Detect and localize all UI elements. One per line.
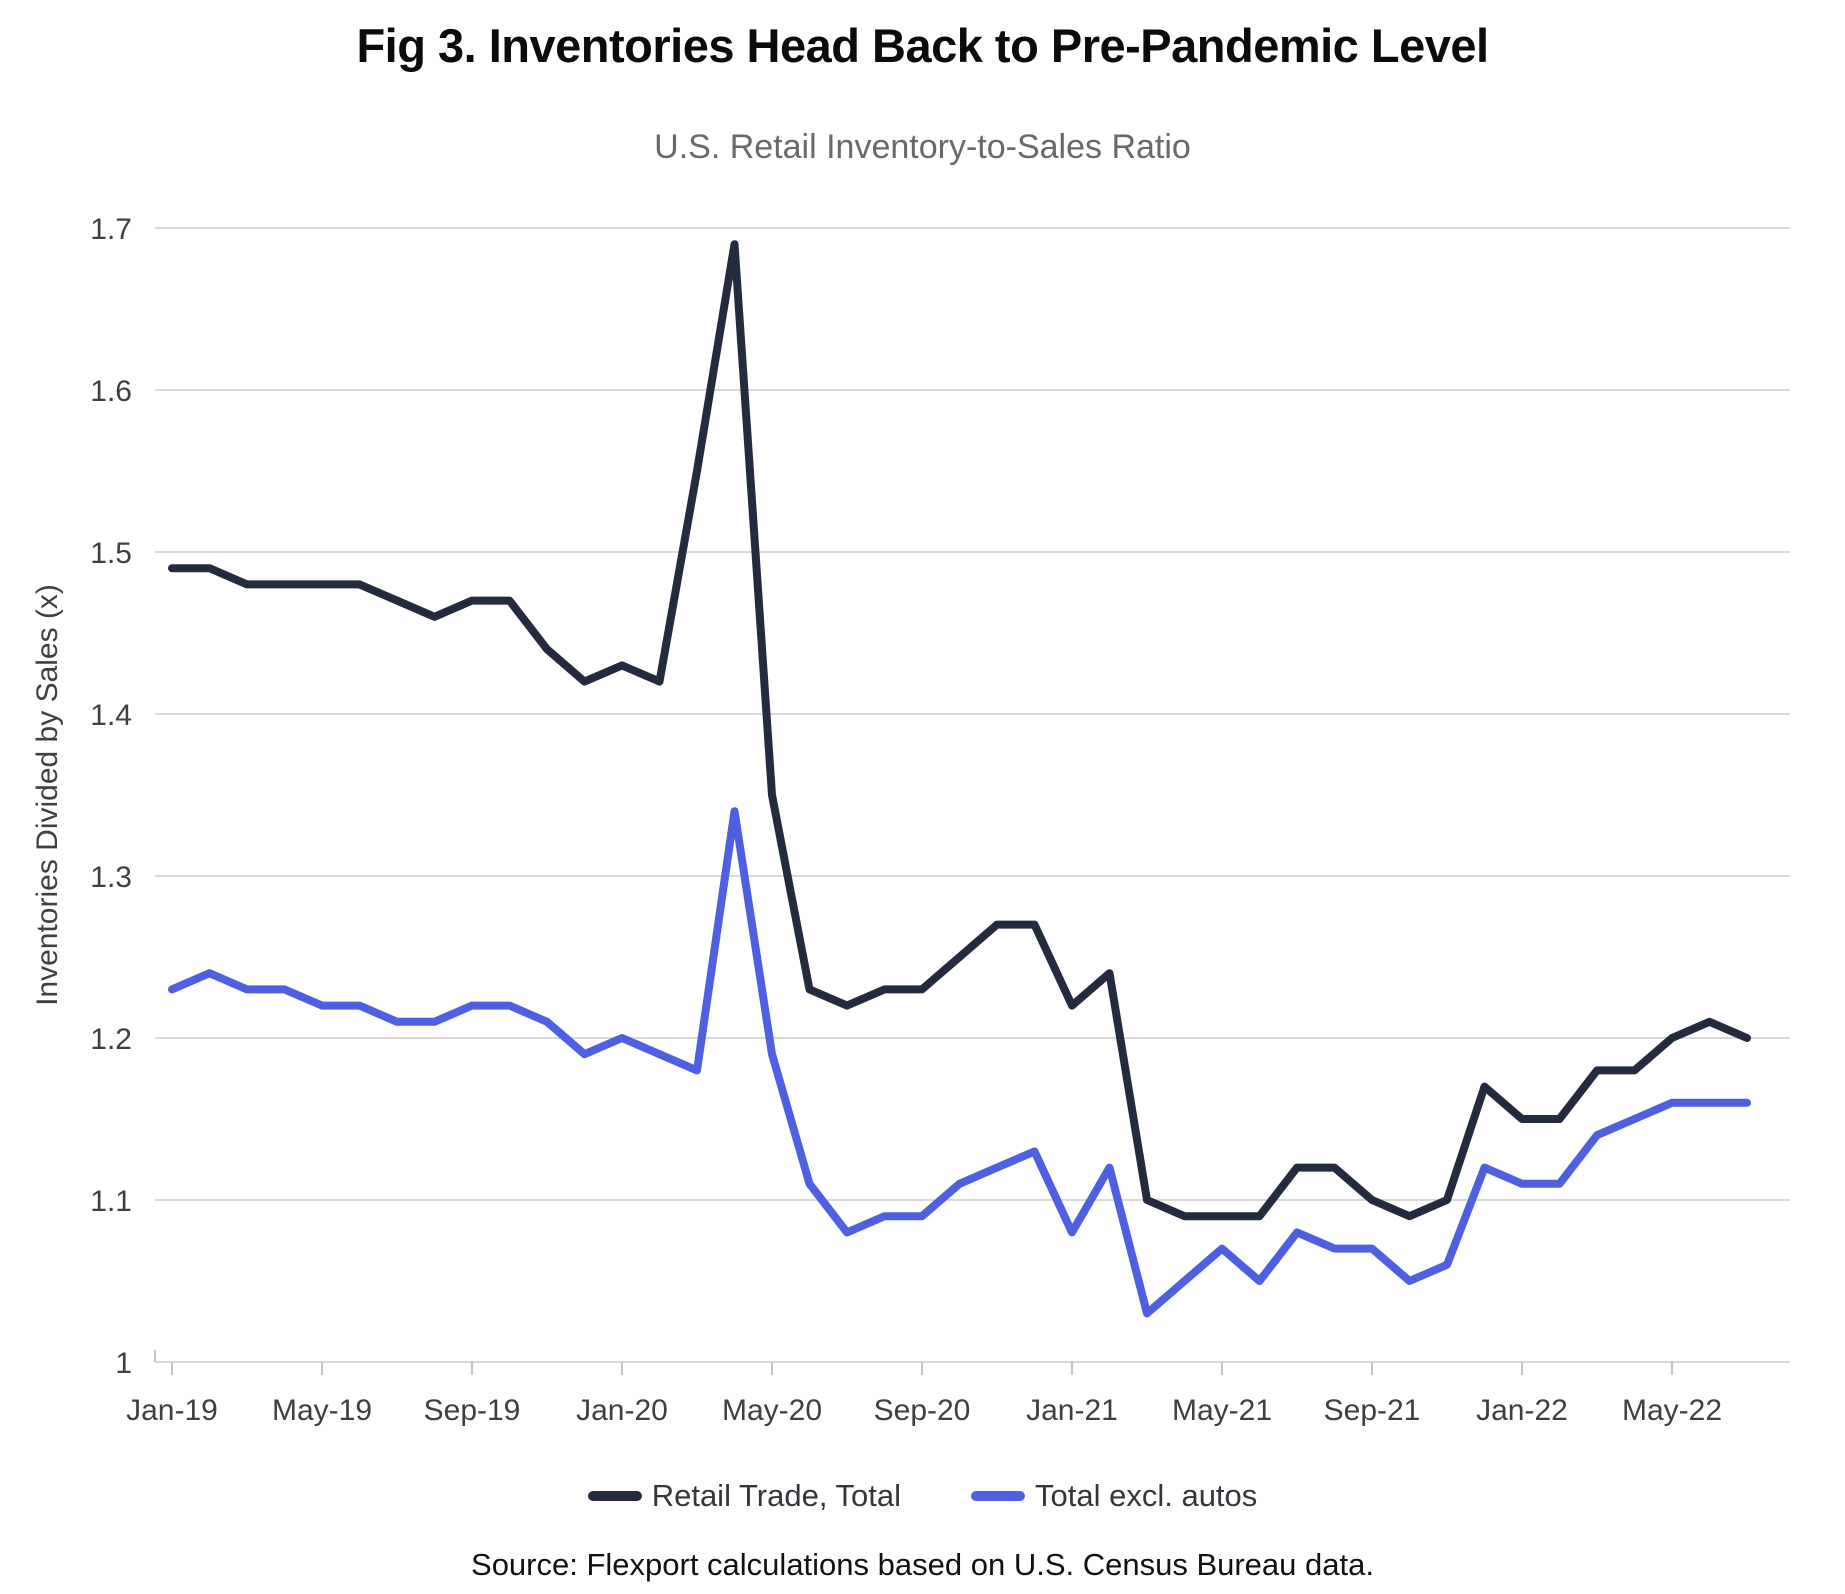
legend-swatch-retail-trade-total — [587, 1491, 642, 1501]
y-tick-label: 1.5 — [90, 537, 132, 570]
x-tick-label: Jan-20 — [576, 1394, 668, 1427]
y-tick-label: 1.1 — [90, 1185, 132, 1218]
x-tick-label: Sep-19 — [424, 1394, 521, 1427]
chart-title: U.S. Retail Inventory-to-Sales Ratio — [654, 128, 1191, 166]
x-tick-label: Jan-21 — [1026, 1394, 1118, 1427]
figure-title: Fig 3. Inventories Head Back to Pre-Pand… — [356, 19, 1489, 72]
y-tick-label: 1.4 — [90, 699, 132, 732]
legend-swatch-total-excl-autos — [971, 1491, 1025, 1501]
y-tick-label: 1.2 — [90, 1023, 132, 1056]
source-note: Source: Flexport calculations based on U… — [471, 1547, 1374, 1582]
x-tick-label: May-22 — [1622, 1394, 1722, 1427]
y-tick-label: 1.7 — [90, 213, 132, 246]
legend-label-retail-trade-total: Retail Trade, Total — [651, 1478, 901, 1513]
legend-label-total-excl-autos: Total excl. autos — [1035, 1478, 1258, 1513]
x-tick-label: Sep-20 — [874, 1394, 971, 1427]
y-tick-label: 1.3 — [90, 861, 132, 894]
y-tick-label: 1 — [115, 1347, 132, 1380]
x-tick-label: Sep-21 — [1324, 1394, 1421, 1427]
y-axis-title: Inventories Divided by Sales (x) — [31, 584, 64, 1006]
chart-legend: Retail Trade, Total Total excl. autos — [0, 1478, 1845, 1514]
x-tick-label: May-19 — [272, 1394, 372, 1427]
y-tick-label: 1.6 — [90, 375, 132, 408]
x-tick-label: Jan-22 — [1476, 1394, 1568, 1427]
legend-item-retail-trade-total: Retail Trade, Total — [587, 1478, 901, 1514]
x-tick-label: May-21 — [1172, 1394, 1272, 1427]
series-line-total-excl-autos — [168, 807, 1751, 1318]
x-tick-label: Jan-19 — [126, 1394, 218, 1427]
legend-item-total-excl-autos: Total excl. autos — [971, 1478, 1257, 1514]
x-tick-label: May-20 — [722, 1394, 822, 1427]
series-line-retail-trade-total — [168, 240, 1751, 1221]
